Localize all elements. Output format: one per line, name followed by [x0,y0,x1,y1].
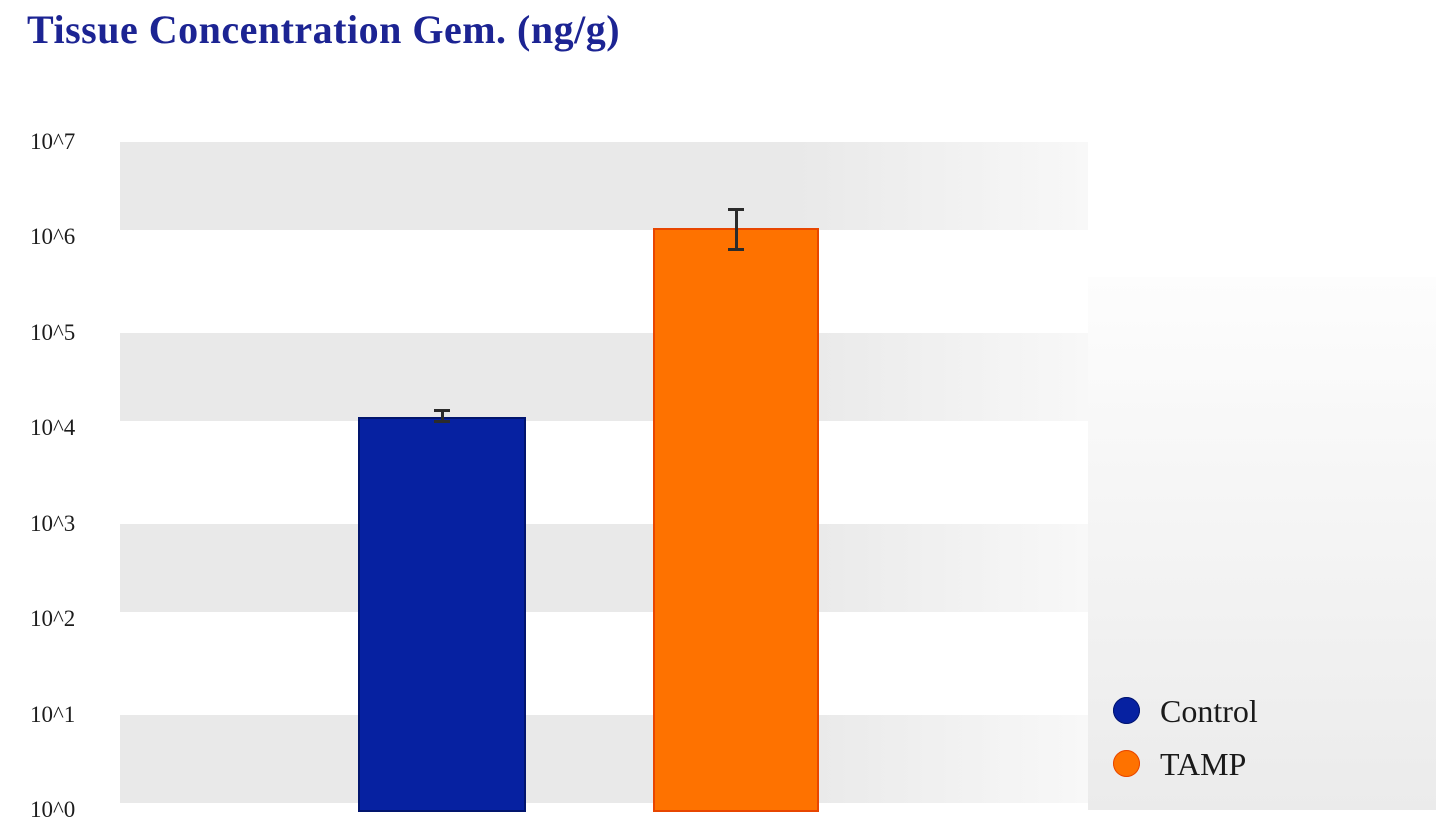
error-bar-cap-top-tamp [728,207,744,211]
y-tick-label-5: 10^5 [30,319,76,345]
y-tick-label-6: 10^6 [30,224,76,250]
legend-item-tamp: TAMP [1113,737,1258,790]
plot-band-decade-7 [120,142,1088,230]
y-tick-label-3: 10^3 [30,510,76,536]
legend-item-control: Control [1113,684,1258,737]
plot-band-decade-5 [120,332,1088,421]
legend-panel: Control TAMP [1088,277,1436,810]
legend: Control TAMP [1113,684,1258,790]
bar-control [358,417,526,812]
error-bar-cap-top-control [434,409,450,413]
legend-label-control: Control [1160,692,1258,729]
legend-label-tamp: TAMP [1160,745,1247,782]
error-bar-cap-bottom-control [434,420,450,424]
y-tick-label-7: 10^7 [30,129,76,154]
control-legend-marker-icon [1113,697,1140,724]
y-tick-label-4: 10^4 [30,415,76,441]
error-bar-cap-bottom-tamp [728,247,744,251]
plot-band-decade-3 [120,523,1088,612]
plot-band-decade-1 [120,714,1088,803]
y-tick-label-2: 10^2 [30,606,76,632]
bar-tamp [653,228,819,812]
error-bar-control [440,410,444,423]
tamp-legend-marker-icon [1113,750,1140,777]
error-bar-tamp [734,208,738,250]
chart-title: Tissue Concentration Gem. (ng/g) [27,7,621,52]
y-tick-label-1: 10^1 [30,701,76,727]
y-tick-label-0: 10^0 [30,797,76,822]
